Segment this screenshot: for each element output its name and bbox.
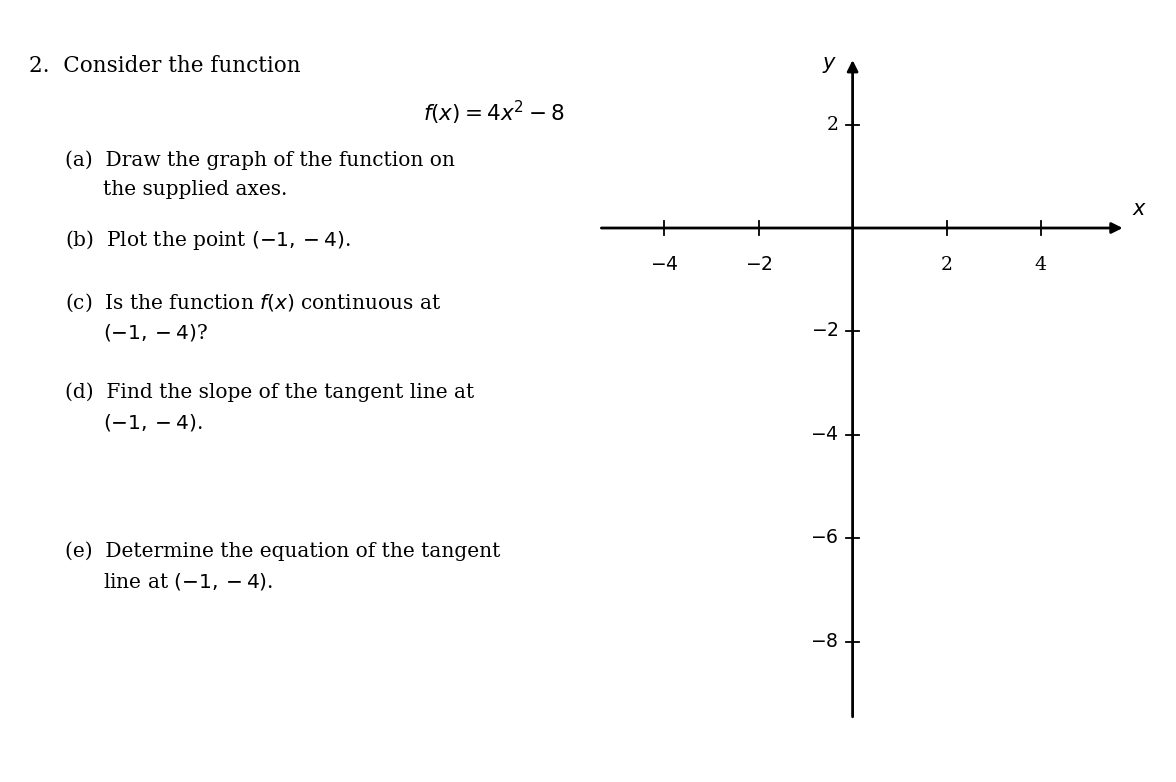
Text: $-2$: $-2$ (744, 256, 773, 274)
Text: $-4$: $-4$ (810, 426, 838, 444)
Text: (b)  Plot the point $(-1, -4)$.: (b) Plot the point $(-1, -4)$. (65, 228, 350, 252)
Text: $(-1, -4)$?: $(-1, -4)$? (103, 322, 208, 343)
Text: $f(x) = 4x^2 - 8$: $f(x) = 4x^2 - 8$ (423, 99, 564, 127)
Text: $-4$: $-4$ (650, 256, 679, 274)
Text: $(-1, -4)$.: $(-1, -4)$. (103, 412, 203, 432)
Text: $-8$: $-8$ (810, 633, 838, 651)
Text: 2: 2 (827, 116, 838, 134)
Text: $x$: $x$ (1132, 200, 1148, 220)
Text: (c)  Is the function $f(x)$ continuous at: (c) Is the function $f(x)$ continuous at (65, 292, 441, 314)
Text: 4: 4 (1035, 256, 1047, 274)
Text: 2.  Consider the function: 2. Consider the function (29, 56, 301, 77)
Text: 2: 2 (941, 256, 953, 274)
Text: $y$: $y$ (822, 55, 837, 75)
Text: the supplied axes.: the supplied axes. (103, 180, 288, 199)
Text: (a)  Draw the graph of the function on: (a) Draw the graph of the function on (65, 150, 455, 170)
Text: $-2$: $-2$ (810, 322, 838, 340)
Text: line at $(-1, -4)$.: line at $(-1, -4)$. (103, 571, 274, 591)
Text: (e)  Determine the equation of the tangent: (e) Determine the equation of the tangen… (65, 541, 500, 561)
Text: $-6$: $-6$ (810, 529, 838, 547)
Text: (d)  Find the slope of the tangent line at: (d) Find the slope of the tangent line a… (65, 382, 474, 403)
